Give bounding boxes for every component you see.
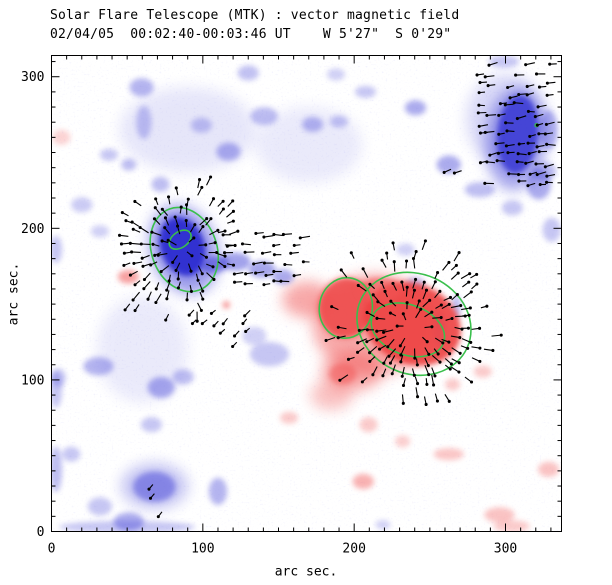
negative-flux-blob [220, 252, 251, 271]
negative-flux-blob [329, 115, 349, 128]
figure-title: Solar Flare Telescope (MTK) : vector mag… [50, 8, 460, 23]
negative-flux-blob [190, 117, 212, 133]
negative-flux-blob [133, 471, 176, 502]
negative-flux-blob [375, 520, 391, 530]
negative-flux-blob [59, 520, 196, 532]
positive-flux-blob [493, 520, 530, 532]
y-tick-label: 100 [21, 373, 44, 388]
positive-flux-blob [538, 461, 560, 477]
negative-flux-blob [542, 217, 561, 242]
negative-flux-blob [208, 477, 228, 505]
positive-flux-blob [310, 379, 353, 411]
x-tick-label: 200 [342, 542, 365, 557]
negative-flux-blob [237, 65, 259, 81]
negative-flux-blob [96, 296, 188, 403]
negative-flux-blob [71, 197, 93, 213]
vector-field [118, 62, 557, 519]
negative-flux-blob [301, 116, 324, 133]
negative-flux-blob [99, 148, 119, 161]
negative-flux-blob [539, 110, 558, 150]
blob-layer-med [51, 55, 561, 532]
negative-flux-blob [501, 200, 523, 216]
negative-flux-blob [62, 446, 81, 462]
y-tick-label: 0 [37, 525, 45, 540]
contour-line [149, 206, 220, 293]
negative-flux-blob [83, 357, 114, 376]
negative-flux-blob [147, 376, 175, 399]
negative-flux-blob [51, 235, 63, 264]
negative-flux-blob [129, 78, 154, 97]
negative-flux-blob [272, 269, 294, 285]
negative-flux-blob [216, 142, 241, 161]
positive-flux-blob [352, 473, 374, 490]
negative-flux-blob [354, 85, 377, 98]
positive-flux-blob [359, 417, 378, 433]
axes: 0 100 200 300 0 100 200 300 [21, 55, 562, 557]
positive-flux-blob [329, 363, 357, 385]
y-axis-label: arc sec. [6, 262, 22, 326]
x-axis-label: arc sec. [274, 564, 338, 580]
field-map [51, 55, 562, 532]
x-tick-label: 100 [191, 542, 214, 557]
figure-subtitle: 02/04/05 00:02:40-00:03:46 UT W 5'27" S … [50, 27, 452, 42]
negative-flux-blob [249, 342, 290, 367]
negative-flux-blob [396, 243, 415, 256]
negative-flux-blob [464, 182, 495, 198]
positive-flux-blob [222, 301, 231, 309]
positive-flux-blob [363, 281, 461, 366]
positive-flux-blob [444, 378, 461, 391]
x-tick-label: 300 [494, 542, 517, 557]
positive-flux-blob [473, 365, 492, 378]
negative-flux-blob [121, 158, 137, 171]
positive-flux-blob [52, 129, 71, 145]
negative-flux-blob [90, 225, 110, 238]
x-tick-label: 0 [48, 542, 56, 557]
positive-flux-blob [433, 448, 464, 461]
contour-line [318, 276, 374, 339]
positive-flux-blob [280, 411, 299, 424]
negative-flux-blob [436, 155, 461, 174]
negative-flux-blob [488, 55, 520, 68]
negative-flux-blob [87, 497, 113, 516]
negative-flux-blob [326, 68, 346, 81]
negative-flux-blob [151, 176, 170, 192]
negative-flux-blob [242, 326, 267, 346]
y-tick-label: 200 [21, 222, 44, 237]
positive-flux-blob [395, 435, 411, 448]
contour-line [168, 229, 192, 250]
negative-flux-blob [51, 446, 63, 493]
negative-flux-blob [404, 100, 427, 116]
negative-flux-blob [51, 368, 66, 387]
negative-flux-blob [250, 107, 278, 126]
negative-flux-blob [159, 217, 206, 276]
negative-flux-blob [136, 105, 152, 139]
negative-flux-blob [172, 369, 194, 385]
positive-flux-blob [484, 507, 515, 523]
y-tick-label: 300 [21, 70, 44, 85]
negative-flux-blob [140, 417, 162, 433]
